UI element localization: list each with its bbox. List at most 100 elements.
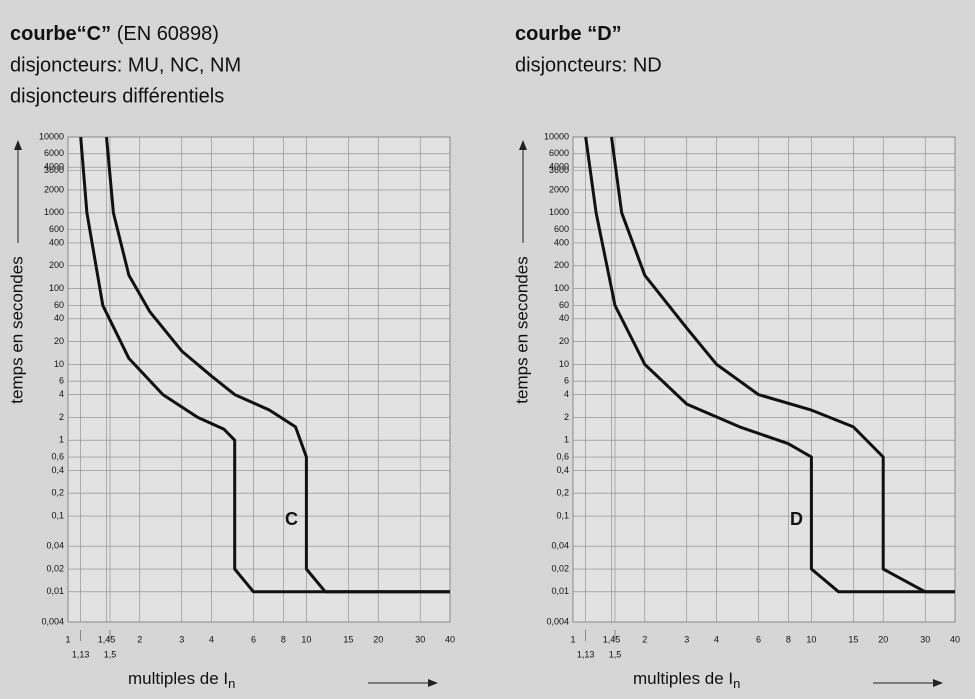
x-tick-label: 1,45	[98, 634, 116, 644]
y-tick-label: 2	[59, 412, 64, 422]
arrow-head	[933, 679, 943, 687]
arrow-head	[428, 679, 438, 687]
y-tick-label: 4	[564, 389, 569, 399]
y-tick-label: 0,4	[51, 465, 64, 475]
x-tick-label: 6	[756, 634, 761, 644]
curve-annotation: C	[285, 509, 298, 529]
x-tick-label: 8	[281, 634, 286, 644]
title-text: courbe“C”	[10, 23, 111, 45]
y-tick-label: 0,2	[51, 488, 64, 498]
y-tick-label: 3600	[44, 165, 64, 175]
y-tick-label: 6000	[44, 148, 64, 158]
note: disjoncteurs: ND	[515, 54, 662, 76]
x-tick-label: 20	[373, 634, 383, 644]
plot-area	[572, 136, 956, 623]
x-tick-label: 1,13	[577, 649, 595, 659]
y-tick-label: 40	[559, 313, 569, 323]
curve	[79, 136, 450, 594]
x-tick-label: 1	[570, 634, 575, 644]
chart: courbe “D”disjoncteurs: ND10000600040003…	[512, 23, 960, 691]
title-text: courbe “D”	[515, 23, 622, 45]
x-tick-label: 1,5	[104, 649, 117, 659]
curve	[584, 136, 955, 594]
x-label-subscript: n	[228, 676, 235, 691]
y-tick-label: 2000	[549, 184, 569, 194]
x-tick-label: 40	[445, 634, 455, 644]
y-tick-label: 200	[49, 260, 64, 270]
x-tick-label: 3	[684, 634, 689, 644]
x-tick-label: 10	[301, 634, 311, 644]
y-tick-label: 400	[554, 237, 569, 247]
arrow-head	[519, 140, 527, 150]
x-axis-label: multiples de In	[633, 669, 740, 691]
y-tick-label: 60	[559, 300, 569, 310]
x-tick-label: 4	[714, 634, 719, 644]
x-tick-label: 15	[343, 634, 353, 644]
curve	[610, 136, 955, 594]
y-tick-label: 2000	[44, 184, 64, 194]
y-tick-label: 3600	[549, 165, 569, 175]
y-tick-label: 10000	[544, 131, 569, 141]
x-label-subscript: n	[733, 676, 740, 691]
x-tick-label: 4	[209, 634, 214, 644]
curve-annotation: D	[790, 509, 803, 529]
x-label-text: multiples de I	[128, 669, 228, 688]
y-tick-label: 10	[54, 359, 64, 369]
y-tick-label: 0,2	[556, 488, 569, 498]
y-tick-label: 1	[564, 435, 569, 445]
y-axis-label: temps en secondes	[512, 256, 531, 403]
y-tick-label: 10	[559, 359, 569, 369]
x-tick-label: 1,5	[609, 649, 622, 659]
y-tick-label: 200	[554, 260, 569, 270]
y-tick-label: 100	[554, 283, 569, 293]
y-tick-label: 0,04	[46, 541, 64, 551]
y-tick-label: 0,6	[556, 451, 569, 461]
y-tick-label: 600	[554, 224, 569, 234]
x-tick-label: 20	[878, 634, 888, 644]
y-tick-label: 0,6	[51, 451, 64, 461]
y-tick-label: 0,4	[556, 465, 569, 475]
y-tick-label: 0,04	[551, 541, 569, 551]
y-tick-label: 2	[564, 412, 569, 422]
y-tick-label: 600	[49, 224, 64, 234]
chart: courbe“C” (EN 60898) disjoncteurs: MU, NC…	[7, 23, 455, 691]
y-tick-label: 20	[54, 336, 64, 346]
x-tick-label: 3	[179, 634, 184, 644]
x-tick-label: 15	[848, 634, 858, 644]
note: disjoncteurs: MU, NC, NM	[10, 54, 241, 76]
x-tick-label: 1,13	[72, 649, 90, 659]
plot-area	[67, 136, 451, 623]
x-tick-label: 10	[806, 634, 816, 644]
note: disjoncteurs différentiels	[10, 85, 224, 107]
x-label-text: multiples de I	[633, 669, 733, 688]
arrow-head	[14, 140, 22, 150]
y-tick-label: 1000	[44, 207, 64, 217]
y-tick-label: 1	[59, 435, 64, 445]
x-tick-label: 1	[65, 634, 70, 644]
y-tick-label: 0,02	[46, 563, 64, 573]
y-tick-label: 10000	[39, 131, 64, 141]
y-tick-label: 0,004	[546, 616, 569, 626]
x-tick-label: 40	[950, 634, 960, 644]
x-tick-label: 30	[415, 634, 425, 644]
y-tick-label: 0,01	[46, 586, 64, 596]
y-tick-label: 4	[59, 389, 64, 399]
y-tick-label: 0,1	[51, 510, 64, 520]
y-tick-label: 4000	[549, 162, 569, 172]
y-tick-label: 60	[54, 300, 64, 310]
y-tick-label: 0,01	[551, 586, 569, 596]
x-tick-label: 8	[786, 634, 791, 644]
y-tick-label: 0,004	[41, 616, 64, 626]
y-tick-label: 1000	[549, 207, 569, 217]
curve	[105, 136, 450, 594]
x-tick-label: 2	[642, 634, 647, 644]
y-tick-label: 400	[49, 237, 64, 247]
y-tick-label: 100	[49, 283, 64, 293]
chart-title: courbe“C” (EN 60898)	[10, 23, 219, 45]
chart-title: courbe “D”	[515, 23, 622, 45]
y-tick-label: 0,1	[556, 510, 569, 520]
subtitle: (EN 60898)	[117, 23, 219, 45]
x-tick-label: 30	[920, 634, 930, 644]
x-tick-label: 6	[251, 634, 256, 644]
